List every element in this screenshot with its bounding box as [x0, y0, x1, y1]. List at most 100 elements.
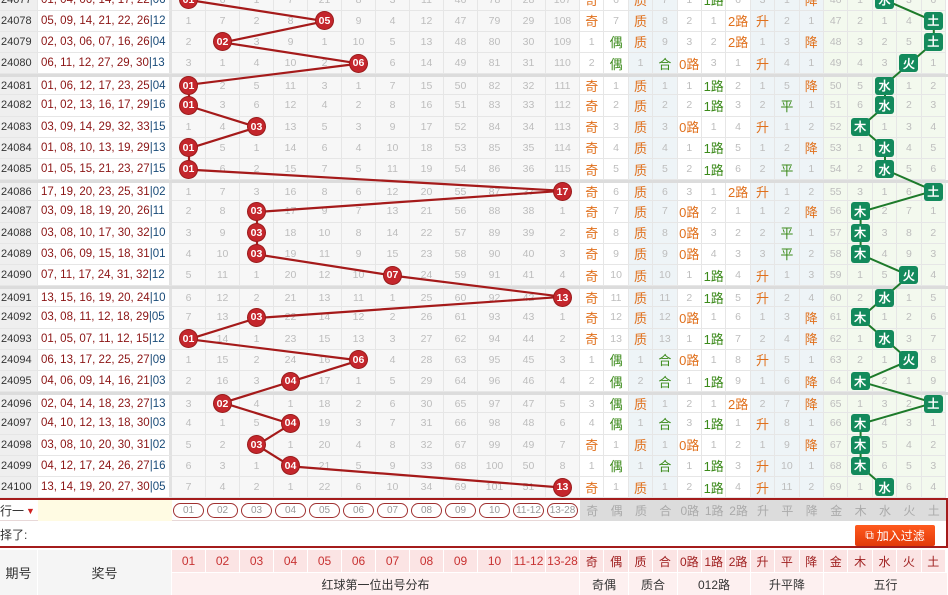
filter-option[interactable]: 金	[824, 500, 849, 521]
dist-cell: 2	[206, 77, 240, 96]
omission-value: 5	[355, 459, 362, 472]
filter-chip[interactable]: 05	[309, 503, 340, 518]
dist-cell: 4	[376, 349, 410, 371]
omission-value: 4	[905, 141, 912, 154]
omission-value: 9	[930, 375, 937, 388]
stat-cell: 7	[604, 10, 629, 32]
dist-cell: 6	[172, 455, 206, 477]
dist-cell: 5	[206, 137, 240, 159]
omission-value: 1	[686, 332, 693, 345]
omission-value: 4	[253, 57, 260, 70]
omission-value: 48	[454, 35, 467, 48]
stat-cell: 1	[775, 183, 800, 202]
filter-option[interactable]: 质	[628, 500, 654, 521]
stat-hit: 偶	[609, 353, 623, 369]
filter-chip[interactable]: 01	[173, 503, 204, 518]
dist-cell: 2	[546, 222, 580, 244]
filter-option[interactable]: 木	[848, 500, 873, 521]
filter-chip[interactable]: 04	[275, 503, 306, 518]
filter-option[interactable]: 水	[872, 500, 898, 521]
hit-ball: 03	[248, 118, 265, 136]
separator: |	[149, 99, 153, 112]
filter-option[interactable]: 合	[653, 500, 678, 521]
stat-cell: 60	[824, 289, 849, 308]
stat-cell: 9	[897, 243, 922, 265]
dist-cell: 1	[546, 307, 580, 329]
numbers-cell: 03, 06, 09, 15, 18, 31 | 01	[38, 243, 172, 265]
stat-cell: 66	[824, 413, 849, 435]
stat-cell: 9	[604, 243, 629, 265]
filter-chip[interactable]: 08	[411, 503, 442, 518]
omission-value: 4	[783, 57, 790, 70]
stat-cell: 水	[872, 0, 898, 11]
hit-ball: 02	[214, 395, 231, 413]
wuxing-badge: 水	[874, 0, 894, 9]
chevron-down-icon[interactable]: ▼	[26, 505, 35, 516]
omission-value: 1	[857, 269, 863, 282]
filter-option[interactable]: 奇	[580, 500, 605, 521]
filter-chip[interactable]: 06	[343, 503, 374, 518]
stat-cell: 46	[824, 0, 849, 11]
omission-value: 8	[783, 417, 790, 430]
filter-option[interactable]: 升	[750, 500, 776, 521]
omission-value: 5	[219, 141, 226, 154]
filter-chip[interactable]: 09	[445, 503, 476, 518]
omission-value: 5	[185, 438, 192, 451]
omission-value: 3	[710, 226, 717, 239]
stat-cell: 1	[653, 395, 678, 414]
stat-cell: 降	[799, 77, 824, 96]
omission-value: 11	[353, 291, 364, 304]
stat-cell: 0路	[677, 116, 702, 138]
filter-chip[interactable]: 07	[377, 503, 408, 518]
dist-cell: 107	[546, 0, 580, 11]
add-filter-button[interactable]: ⧉ 加入过滤	[855, 525, 935, 546]
blue-number: 15	[152, 163, 166, 176]
dist-cell: 01	[172, 159, 206, 181]
filter-option[interactable]: 平	[775, 500, 800, 521]
omission-value: 1	[686, 459, 693, 472]
filter-chip[interactable]: 11-12	[513, 503, 544, 518]
filter-row: 行一 ▼ 01 02 03 04 05 06 07 08 09 10 11-12 13-28 奇偶质合 0路…	[0, 500, 946, 521]
filter-option[interactable]: 降	[799, 500, 824, 521]
dist-cell: 94	[478, 328, 512, 350]
omission-value: 7	[735, 332, 741, 345]
omission-value: 7	[661, 205, 668, 218]
dist-cell: 57	[444, 222, 478, 244]
filter-option[interactable]: 1路	[702, 500, 727, 521]
dist-cell: 93	[478, 307, 512, 329]
hit-ball: 17	[554, 183, 571, 201]
stat-hit: 2路	[727, 185, 749, 201]
stat-cell: 3	[604, 116, 629, 138]
dist-cell: 3	[240, 371, 274, 393]
filter-option[interactable]: 土	[921, 500, 946, 521]
stat-cell: 水	[872, 76, 898, 96]
filter-option[interactable]: 2路	[726, 500, 751, 521]
filter-chip[interactable]: 10	[479, 503, 510, 518]
omission-value: 1	[613, 438, 619, 451]
stat-cell: 降	[799, 201, 824, 223]
dist-cell: 2	[172, 371, 206, 393]
filter-chip[interactable]: 03	[241, 503, 272, 518]
hit-ball: 03	[248, 308, 265, 326]
stat-hit: 1路	[703, 268, 724, 284]
dist-cell: 82	[478, 77, 512, 96]
omission-value: 2	[905, 397, 912, 410]
filter-option[interactable]: 火	[897, 500, 922, 521]
filter-chip[interactable]: 02	[207, 503, 238, 518]
dist-cell: 20	[274, 265, 308, 287]
filter-option[interactable]: 偶	[604, 500, 629, 521]
filter-chip[interactable]: 13-28	[547, 503, 578, 518]
omission-value: 13	[610, 332, 622, 345]
wuxing-badge: 木	[850, 414, 870, 433]
omission-value: 5	[783, 79, 790, 92]
omission-value: 2	[588, 375, 595, 388]
separator: |	[148, 332, 152, 345]
stat-hit: 质	[633, 268, 647, 284]
dist-cell: 8	[546, 455, 580, 477]
filter-row-label[interactable]: 行一 ▼	[0, 504, 35, 518]
omission-value: 57	[829, 226, 842, 239]
dist-cell: 47	[444, 10, 478, 32]
dist-cell: 17	[546, 183, 580, 202]
filter-option[interactable]: 0路	[677, 500, 702, 521]
omission-value: 16	[284, 185, 297, 198]
